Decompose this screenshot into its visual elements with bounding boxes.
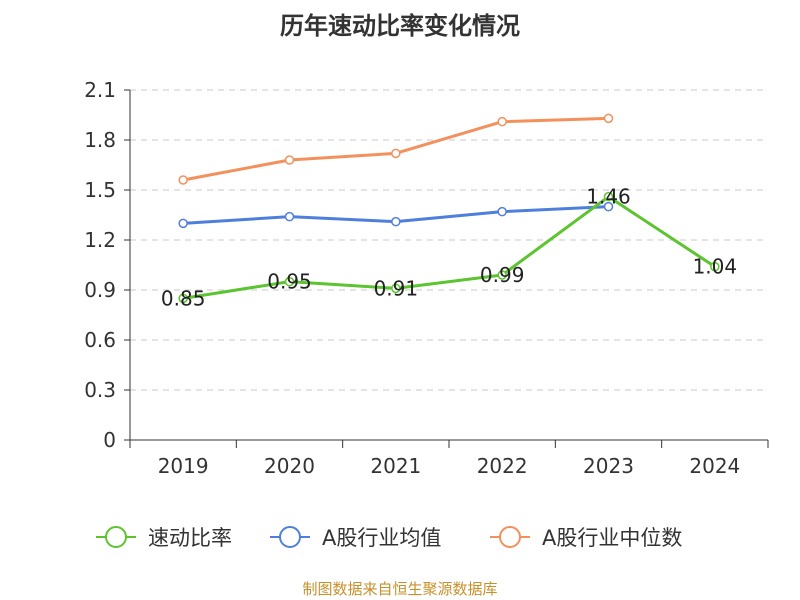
x-tick-label: 2020	[264, 454, 315, 478]
y-tick-label: 2.1	[84, 78, 116, 102]
legend-label: A股行业均值	[322, 526, 441, 550]
data-labels: 0.85 0.95 0.91 0.99 1.46 1.04	[161, 185, 737, 311]
legend-label: A股行业中位数	[542, 526, 682, 550]
data-label: 1.46	[586, 185, 631, 209]
data-point	[603, 201, 614, 212]
legend-marker	[105, 526, 127, 548]
legend-item[interactable]: 速动比率	[96, 526, 232, 550]
data-point	[497, 116, 507, 127]
data-point	[603, 191, 614, 202]
y-tick-label: 0.3	[84, 378, 116, 402]
data-point	[284, 211, 295, 222]
data-point	[391, 283, 401, 294]
x-tick-label: 2024	[689, 454, 740, 478]
y-tick-label: 0.6	[84, 328, 116, 352]
data-point	[497, 206, 507, 217]
y-tick-label: 1.8	[84, 128, 116, 152]
legend-marker	[499, 526, 521, 548]
chart-title: 历年速动比率变化情况	[280, 12, 520, 40]
series-layer	[178, 113, 720, 304]
data-label: 0.85	[161, 286, 206, 310]
y-tick-label: 1.2	[84, 228, 116, 252]
data-point	[391, 148, 401, 159]
data-label: 0.99	[480, 263, 525, 287]
data-point	[391, 216, 401, 227]
data-point	[178, 293, 188, 304]
data-point	[284, 276, 295, 287]
legend-item[interactable]: A股行业均值	[270, 526, 441, 550]
data-point	[178, 175, 188, 185]
x-tick-label: 2019	[158, 454, 209, 478]
data-point	[178, 218, 188, 229]
legend[interactable]: 速动比率 A股行业均值 A股行业中位数	[96, 526, 682, 550]
data-point	[710, 261, 720, 272]
data-label: 1.04	[693, 255, 738, 279]
data-label: 0.91	[374, 276, 419, 300]
data-point	[603, 113, 614, 124]
axes: 0 0.3 0.6 0.9 1.2 1.5 1.8 2.1 2019 2020 2021 2022 20…	[84, 78, 769, 478]
legend-marker	[279, 526, 301, 548]
series-line-速动比率	[182, 195, 716, 300]
legend-label: 速动比率	[148, 526, 232, 550]
y-tick-label: 0.9	[84, 278, 116, 302]
x-tick-label: 2021	[370, 454, 421, 478]
source-note: 制图数据来自恒生聚源数据库	[302, 580, 498, 598]
y-tick-label: 1.5	[84, 178, 116, 202]
y-tick-label: 0	[103, 428, 116, 452]
x-tick-label: 2022	[477, 454, 528, 478]
data-point	[497, 270, 507, 280]
grid-lines	[130, 89, 768, 391]
data-label: 0.95	[267, 270, 312, 294]
legend-item[interactable]: A股行业中位数	[490, 526, 682, 550]
x-tick-label: 2023	[583, 454, 634, 478]
data-point	[284, 155, 295, 165]
